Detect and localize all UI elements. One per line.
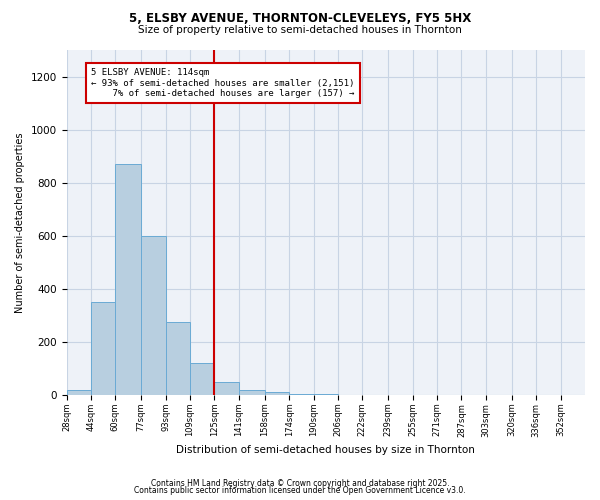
Text: 5, ELSBY AVENUE, THORNTON-CLEVELEYS, FY5 5HX: 5, ELSBY AVENUE, THORNTON-CLEVELEYS, FY5… xyxy=(129,12,471,26)
Bar xyxy=(115,164,141,395)
Text: Contains HM Land Registry data © Crown copyright and database right 2025.: Contains HM Land Registry data © Crown c… xyxy=(151,478,449,488)
Bar xyxy=(265,392,289,395)
Bar xyxy=(91,302,115,395)
Text: Size of property relative to semi-detached houses in Thornton: Size of property relative to semi-detach… xyxy=(138,25,462,35)
Bar xyxy=(190,363,214,395)
Text: 5 ELSBY AVENUE: 114sqm
← 93% of semi-detached houses are smaller (2,151)
    7% : 5 ELSBY AVENUE: 114sqm ← 93% of semi-det… xyxy=(91,68,355,98)
Bar xyxy=(67,390,91,395)
Bar xyxy=(166,322,190,395)
X-axis label: Distribution of semi-detached houses by size in Thornton: Distribution of semi-detached houses by … xyxy=(176,445,475,455)
Bar xyxy=(239,390,265,395)
Bar xyxy=(214,382,239,395)
Text: Contains public sector information licensed under the Open Government Licence v3: Contains public sector information licen… xyxy=(134,486,466,495)
Bar xyxy=(314,394,338,395)
Bar xyxy=(289,394,314,395)
Y-axis label: Number of semi-detached properties: Number of semi-detached properties xyxy=(15,132,25,313)
Bar xyxy=(141,236,166,395)
